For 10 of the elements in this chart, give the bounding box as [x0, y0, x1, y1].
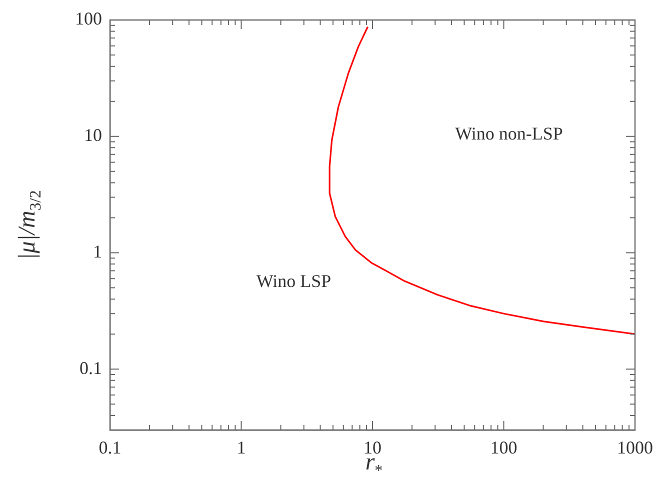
y-tick-label: 100: [75, 8, 102, 29]
y-tick-label: 10: [84, 125, 102, 146]
y-tick-label: 1: [93, 242, 102, 262]
x-tick-label: 1: [236, 438, 246, 458]
annotation: Wino non-LSP: [455, 124, 563, 144]
annotation: Wino LSP: [256, 271, 332, 292]
y-tick-label: 0.1: [80, 358, 102, 378]
x-tick-label: 1000: [617, 438, 653, 458]
x-tick-label: 0.1: [98, 438, 122, 458]
x-tick-label: 100: [490, 438, 518, 458]
